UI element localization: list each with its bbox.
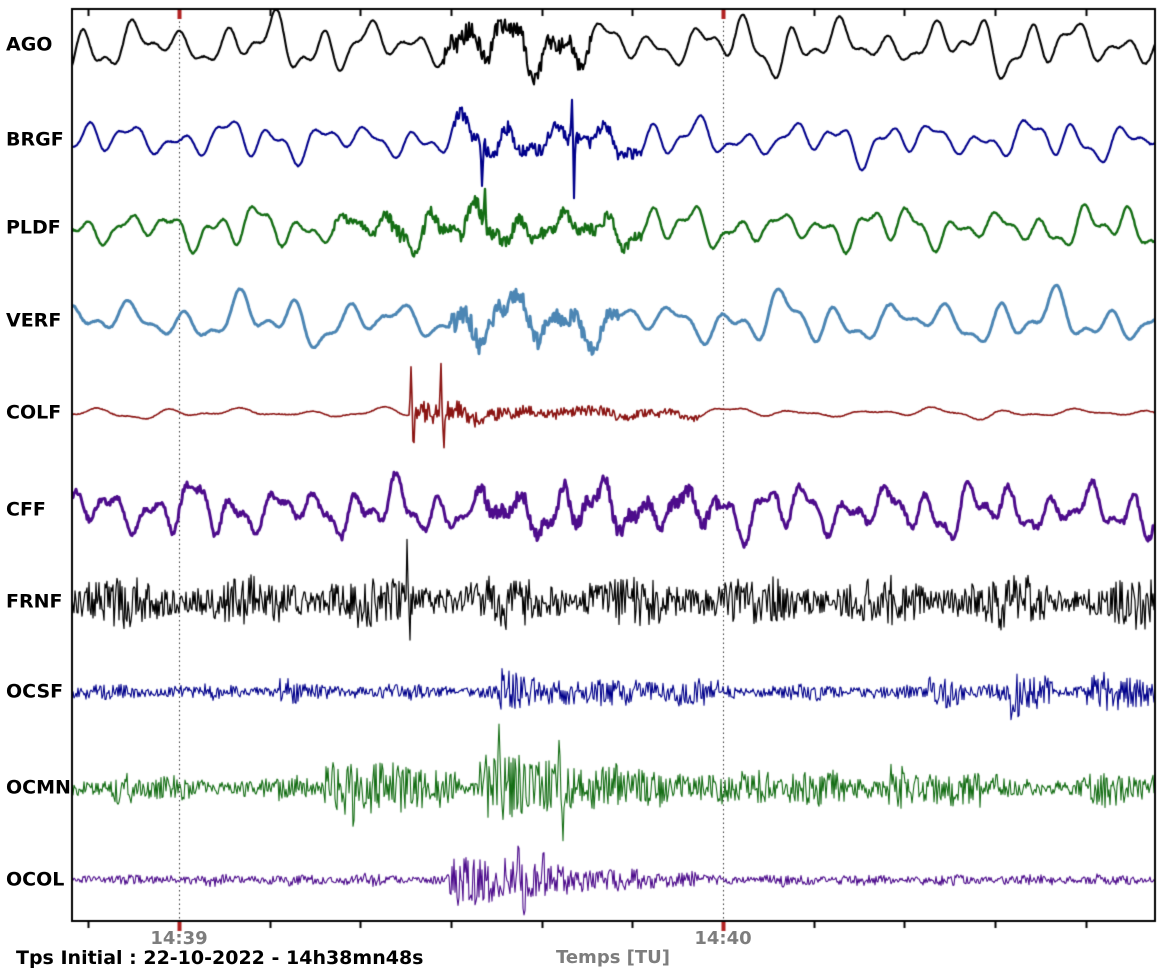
x-tick-label-1440: 14:40 — [694, 928, 752, 949]
initial-time-label: Tps Initial : 22-10-2022 - 14h38mn48s — [16, 947, 424, 969]
station-label-colf: COLF — [6, 401, 62, 424]
x-tick-label-1439: 14:39 — [150, 928, 208, 949]
station-label-verf: VERF — [6, 309, 62, 332]
station-label-ocmn: OCMN — [6, 776, 71, 799]
station-label-ago: AGO — [6, 33, 53, 56]
station-label-frnf: FRNF — [6, 590, 63, 613]
station-label-pldf: PLDF — [6, 216, 61, 239]
station-label-ocol: OCOL — [6, 868, 65, 891]
station-label-cff: CFF — [6, 498, 46, 521]
station-label-ocsf: OCSF — [6, 680, 64, 703]
station-label-brgf: BRGF — [6, 128, 64, 151]
x-axis-title: Temps [TU] — [555, 947, 671, 968]
